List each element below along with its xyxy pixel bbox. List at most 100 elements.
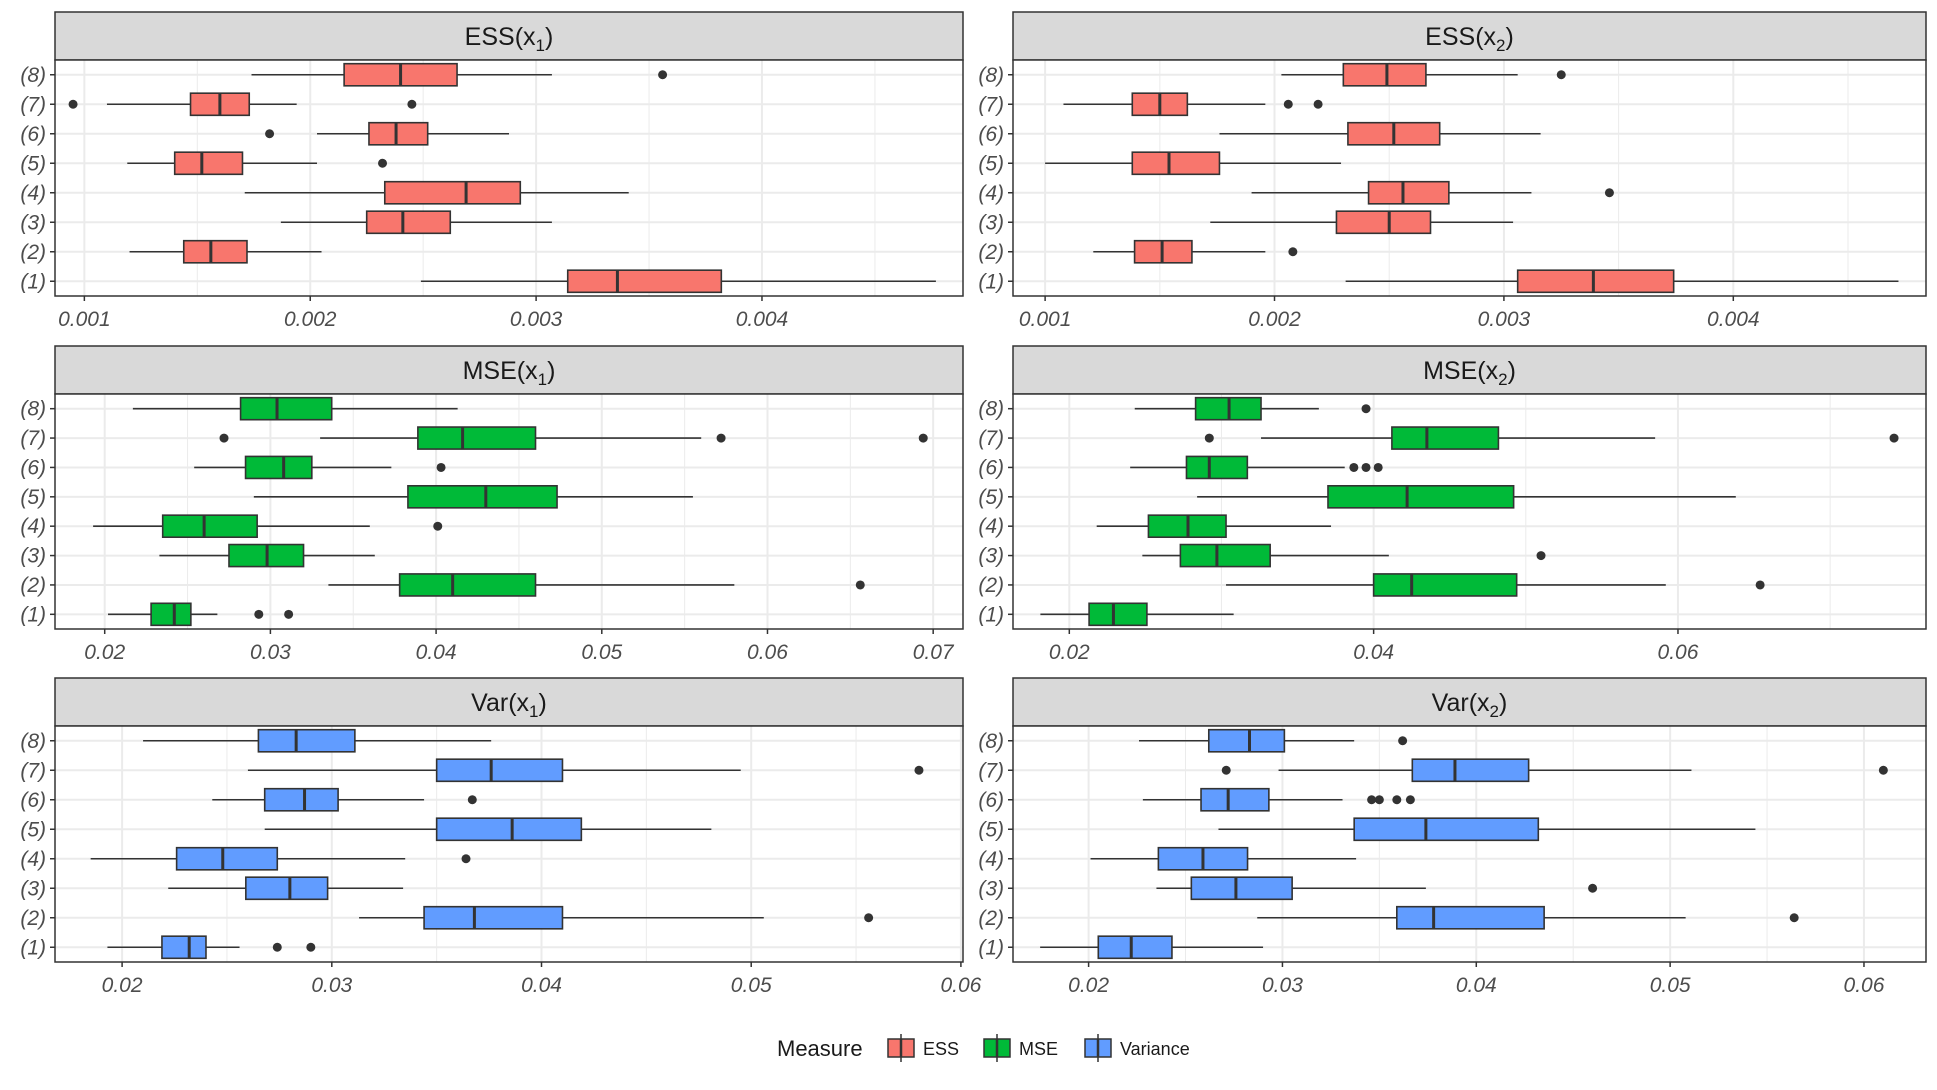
y-tick-label: (1) xyxy=(978,270,1004,293)
y-tick-label: (6) xyxy=(20,789,46,812)
outlier-point xyxy=(1373,462,1383,472)
box-7 xyxy=(219,426,928,450)
box-iqr xyxy=(1367,180,1450,205)
outlier-point xyxy=(219,433,229,443)
box-iqr xyxy=(244,455,313,480)
facet-title: MSE(x2) xyxy=(1423,357,1516,389)
x-tick-label: 0.004 xyxy=(736,308,789,331)
outlier-point xyxy=(265,129,275,139)
facet-title: ESS(x2) xyxy=(1425,23,1514,55)
outlier-point xyxy=(68,99,78,109)
box-6 xyxy=(1130,455,1383,480)
box-3 xyxy=(1142,543,1546,568)
y-tick-label: (1) xyxy=(20,270,46,293)
x-tick-label: 0.04 xyxy=(521,974,562,997)
outlier-point xyxy=(1398,736,1408,746)
outlier-point xyxy=(254,609,264,619)
box-4 xyxy=(1251,180,1614,205)
outlier-point xyxy=(918,433,928,443)
outlier-point xyxy=(272,942,282,952)
legend-item-variance: Variance xyxy=(1084,1034,1190,1062)
y-tick-label: (7) xyxy=(978,759,1004,782)
box-5 xyxy=(1218,817,1756,842)
box-1 xyxy=(1040,935,1264,960)
y-tick-label: (2) xyxy=(20,241,46,264)
box-5 xyxy=(264,817,712,842)
panel-border xyxy=(1012,393,1927,630)
box-1 xyxy=(1345,269,1899,294)
box-iqr xyxy=(1335,210,1432,235)
box-iqr xyxy=(1190,876,1293,901)
box-3 xyxy=(1156,876,1598,901)
facet-title: ESS(x1) xyxy=(465,23,554,55)
x-tick-label: 0.05 xyxy=(1650,974,1691,997)
box-4 xyxy=(90,846,471,871)
box-iqr xyxy=(1088,602,1148,627)
y-tick-label: (2) xyxy=(20,574,46,597)
y-tick-label: (1) xyxy=(978,603,1004,626)
y-tick-label: (2) xyxy=(978,574,1004,597)
y-tick-label: (3) xyxy=(978,877,1004,900)
y-tick-label: (5) xyxy=(978,152,1004,175)
outlier-point xyxy=(1405,795,1415,805)
outlier-point xyxy=(1283,99,1293,109)
y-tick-label: (1) xyxy=(20,603,46,626)
box-6 xyxy=(265,121,509,146)
y-tick-label: (1) xyxy=(20,936,46,959)
legend: Measure ESS MSE Variance xyxy=(777,1034,1190,1062)
box-iqr xyxy=(161,514,258,539)
y-tick-label: (6) xyxy=(978,456,1004,479)
facet-panels: ESS(x1) (1) (2) (3) (4) (5) (6) (7) (8) 0.001 0.00… xyxy=(20,11,1927,997)
box-iqr xyxy=(161,935,207,960)
y-tick-label: (8) xyxy=(20,398,46,421)
box-iqr xyxy=(175,846,279,871)
y-tick-label: (8) xyxy=(20,64,46,87)
y-tick-label: (5) xyxy=(20,486,46,509)
box-2 xyxy=(129,239,322,264)
y-tick-label: (7) xyxy=(20,759,46,782)
y-tick-label: (3) xyxy=(20,877,46,900)
x-tick-label: 0.06 xyxy=(1844,974,1885,997)
box-iqr xyxy=(1179,543,1271,568)
x-tick-label: 0.02 xyxy=(84,641,125,664)
outlier-point xyxy=(1349,462,1359,472)
box-iqr xyxy=(150,602,192,627)
panel-msex2: MSE(x2) (1) (2) (3) (4) (5) (6) (7) (8) 0.02 0.04 0… xyxy=(978,345,1927,664)
x-tick-label: 0.06 xyxy=(747,641,788,664)
outlier-point xyxy=(864,913,874,923)
box-1 xyxy=(108,602,294,627)
y-tick-label: (5) xyxy=(20,818,46,841)
box-3 xyxy=(168,876,404,901)
x-tick-label: 0.05 xyxy=(731,974,772,997)
legend-label: Variance xyxy=(1120,1039,1190,1059)
x-tick-label: 0.002 xyxy=(284,308,337,331)
x-tick-label: 0.07 xyxy=(913,641,955,664)
x-tick-label: 0.003 xyxy=(1478,308,1531,331)
y-tick-label: (4) xyxy=(978,515,1004,538)
box-iqr xyxy=(1411,758,1530,783)
box-iqr xyxy=(407,484,558,509)
outlier-point xyxy=(855,580,865,590)
outlier-point xyxy=(1361,462,1371,472)
y-tick-label: (4) xyxy=(978,182,1004,205)
outlier-point xyxy=(1755,580,1765,590)
outlier-point xyxy=(1204,433,1214,443)
box-5 xyxy=(253,484,693,509)
y-tick-label: (6) xyxy=(20,456,46,479)
box-3 xyxy=(1210,210,1514,235)
y-tick-label: (3) xyxy=(978,545,1004,568)
x-tick-label: 0.001 xyxy=(58,308,111,331)
facet-title: Var(x2) xyxy=(1432,689,1508,721)
box-5 xyxy=(1045,151,1342,176)
box-iqr xyxy=(1396,905,1545,930)
panel-border xyxy=(1012,59,1927,297)
y-tick-label: (4) xyxy=(20,515,46,538)
box-7 xyxy=(1063,92,1323,117)
y-tick-label: (5) xyxy=(20,152,46,175)
box-8 xyxy=(143,728,492,753)
y-tick-label: (7) xyxy=(978,93,1004,116)
outlier-point xyxy=(1313,99,1323,109)
y-tick-label: (2) xyxy=(978,907,1004,930)
outlier-point xyxy=(284,609,294,619)
